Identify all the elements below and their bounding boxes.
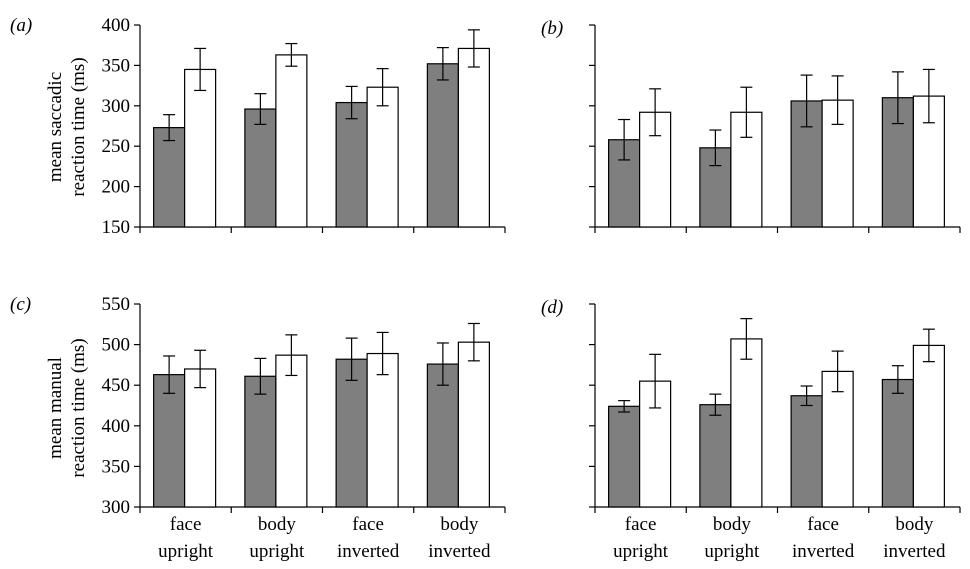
filled-bar — [153, 374, 186, 508]
filled-bar — [244, 375, 277, 508]
open-bar — [457, 341, 490, 508]
filled-bar — [790, 395, 823, 508]
panel-c: 300 350 400 450 500 550 face upright body upright… — [102, 294, 506, 562]
open-bar — [184, 368, 217, 508]
category-label: face — [170, 514, 202, 535]
category-label: inverted — [337, 541, 400, 562]
y-tick-label: 200 — [102, 177, 131, 198]
panel-b — [589, 24, 961, 233]
category-label: face — [352, 514, 384, 535]
y-tick-label: 300 — [102, 96, 131, 117]
filled-bar — [244, 108, 277, 228]
y-tick-label: 250 — [102, 136, 131, 157]
y-tick-label: 400 — [102, 416, 131, 437]
ylabel-top-line2: reaction time (ms) — [68, 57, 89, 196]
panel-label-b: (b) — [541, 18, 563, 39]
category-label: upright — [613, 541, 669, 562]
category-label: body — [258, 514, 297, 535]
open-bar — [366, 86, 399, 228]
y-tick-label: 550 — [102, 294, 131, 315]
filled-bar — [426, 63, 459, 228]
ylabel-top-line1: mean saccadic — [45, 72, 66, 182]
category-label: inverted — [428, 541, 491, 562]
filled-bar — [335, 101, 368, 228]
open-bar — [275, 54, 308, 228]
category-label: inverted — [883, 541, 946, 562]
category-label: body — [440, 514, 479, 535]
open-bar — [912, 344, 945, 508]
panel-label-d: (d) — [541, 297, 563, 318]
ylabel-bottom-line1: mean manual — [45, 357, 66, 459]
filled-bar — [699, 404, 732, 508]
category-label: upright — [249, 541, 305, 562]
open-bar — [821, 370, 854, 508]
open-bar — [730, 338, 763, 508]
panel-label-a: (a) — [10, 15, 32, 36]
y-tick-label: 450 — [102, 375, 131, 396]
category-label: face — [625, 514, 657, 535]
y-tick-label: 350 — [102, 55, 131, 76]
y-tick-label: 350 — [102, 456, 131, 477]
ylabel-bottom-line2: reaction time (ms) — [68, 338, 89, 477]
category-label: body — [895, 514, 934, 535]
panel-label-c: (c) — [10, 294, 31, 315]
open-bar — [184, 68, 217, 228]
open-bar — [275, 354, 308, 508]
open-bar — [366, 352, 399, 508]
filled-bar — [608, 405, 641, 508]
category-label: body — [713, 514, 752, 535]
category-label: inverted — [792, 541, 855, 562]
open-bar — [457, 47, 490, 228]
y-tick-label: 500 — [102, 335, 131, 356]
category-label: upright — [704, 541, 760, 562]
filled-bar — [153, 127, 186, 228]
y-tick-label: 400 — [102, 15, 131, 36]
panel-d: face upright body upright face inverted body in… — [589, 303, 961, 562]
category-label: face — [807, 514, 839, 535]
y-tick-label: 150 — [102, 217, 131, 238]
category-label: upright — [158, 541, 214, 562]
filled-bar — [335, 358, 368, 508]
filled-bar — [881, 378, 914, 508]
panel-a: 150 200 250 300 350 400 — [102, 15, 506, 238]
y-tick-label: 300 — [102, 497, 131, 518]
